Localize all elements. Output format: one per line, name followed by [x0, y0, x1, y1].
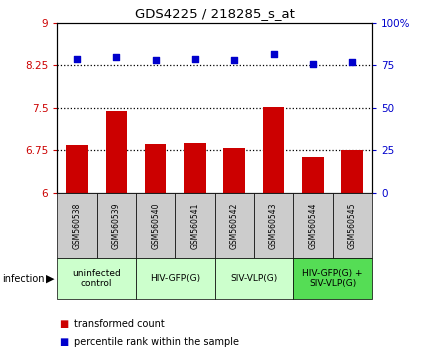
Bar	[66, 145, 88, 193]
Text: GSM560545: GSM560545	[348, 202, 357, 249]
Point	[349, 59, 356, 65]
Bar	[57, 258, 136, 299]
Text: GSM560538: GSM560538	[73, 202, 82, 249]
Bar	[215, 258, 293, 299]
Bar	[145, 144, 167, 193]
Bar	[136, 258, 215, 299]
Text: GSM560543: GSM560543	[269, 202, 278, 249]
Text: percentile rank within the sample: percentile rank within the sample	[74, 337, 239, 347]
Point	[309, 61, 316, 67]
Text: infection: infection	[2, 274, 45, 284]
Bar	[57, 193, 96, 258]
Bar	[96, 193, 136, 258]
Text: ■: ■	[60, 337, 69, 347]
Point	[231, 58, 238, 63]
Point	[270, 51, 277, 56]
Bar	[341, 150, 363, 193]
Bar	[175, 193, 215, 258]
Text: GSM560542: GSM560542	[230, 202, 239, 249]
Bar	[224, 148, 245, 193]
Text: HIV-GFP(G): HIV-GFP(G)	[150, 274, 200, 283]
Text: GSM560540: GSM560540	[151, 202, 160, 249]
Point	[192, 56, 198, 62]
Bar	[302, 157, 324, 193]
Text: SIV-VLP(G): SIV-VLP(G)	[230, 274, 278, 283]
Bar	[215, 193, 254, 258]
Bar	[136, 193, 175, 258]
Title: GDS4225 / 218285_s_at: GDS4225 / 218285_s_at	[135, 7, 295, 21]
Bar	[263, 107, 284, 193]
Text: ▶: ▶	[46, 274, 54, 284]
Text: ■: ■	[60, 319, 69, 329]
Bar	[293, 193, 332, 258]
Bar	[254, 193, 293, 258]
Text: transformed count: transformed count	[74, 319, 165, 329]
Point	[113, 54, 120, 60]
Text: GSM560544: GSM560544	[309, 202, 317, 249]
Point	[152, 58, 159, 63]
Text: HIV-GFP(G) +
SIV-VLP(G): HIV-GFP(G) + SIV-VLP(G)	[302, 269, 363, 289]
Bar	[105, 111, 127, 193]
Point	[74, 56, 80, 62]
Bar	[293, 258, 372, 299]
Bar	[184, 143, 206, 193]
Text: GSM560541: GSM560541	[190, 202, 199, 249]
Text: uninfected
control: uninfected control	[72, 269, 121, 289]
Text: GSM560539: GSM560539	[112, 202, 121, 249]
Bar	[332, 193, 372, 258]
